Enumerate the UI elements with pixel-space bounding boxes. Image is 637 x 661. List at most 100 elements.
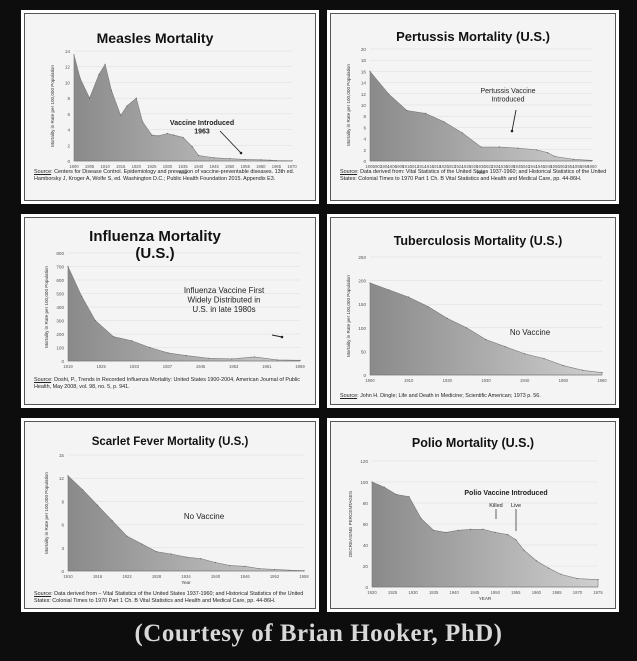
- data-point: [185, 355, 187, 357]
- chart-source: Source: Doshi, P., Trends in Recorded In…: [34, 377, 308, 392]
- y-tick-label: 600: [56, 278, 64, 283]
- data-point: [173, 134, 175, 136]
- y-tick-label: 8: [67, 96, 70, 101]
- data-point: [73, 54, 75, 56]
- data-point: [461, 132, 464, 134]
- x-tick-label: 1920: [439, 164, 449, 169]
- x-tick-label: 1906: [388, 164, 398, 169]
- chart-source: Source: John H. Dingle; Life and Death i…: [340, 393, 608, 400]
- data-point: [141, 543, 143, 545]
- data-point: [155, 551, 158, 553]
- chart-source: Source: Data derived from – Vital Statis…: [34, 591, 308, 606]
- chart-source: Source: Centers for Disease Control. Epi…: [34, 169, 308, 184]
- x-tick-label: 1955: [241, 164, 251, 169]
- data-point: [88, 97, 91, 99]
- data-point: [408, 296, 410, 298]
- x-tick-label: 1902: [373, 164, 383, 169]
- x-tick-label: 1960: [587, 164, 597, 169]
- x-tick-label: 1925: [96, 364, 106, 369]
- data-point: [120, 114, 122, 117]
- data-point: [126, 105, 128, 107]
- data-point: [126, 535, 128, 537]
- data-point: [96, 504, 99, 506]
- x-tick-label: 1955: [511, 590, 521, 595]
- y-tick-label: 200: [56, 332, 64, 337]
- x-tick-label: 1915: [116, 164, 126, 169]
- y-tick-label: 0: [363, 373, 366, 378]
- chart-svg-tuberculosis: 0 50 100 150 200 250 1900 1910 1920 1930 1940 1950 1…: [346, 255, 607, 383]
- x-tick-label: 1950: [225, 164, 235, 169]
- data-point: [582, 369, 584, 371]
- source-label: Source: [340, 393, 358, 399]
- x-tick-label: 1928: [152, 574, 162, 579]
- y-tick-label: 14: [361, 81, 367, 86]
- data-point: [547, 152, 549, 154]
- y-tick-label: 0: [67, 159, 70, 164]
- y-tick-label: 20: [361, 47, 367, 52]
- x-tick-label: 1930: [163, 164, 173, 169]
- chart-title-line-1: Influenza Mortality: [89, 228, 221, 245]
- data-point: [457, 529, 459, 531]
- annotation-text: U.S. in late 1980s: [192, 305, 255, 314]
- x-tick-label: 1954: [565, 164, 575, 169]
- data-point: [244, 565, 246, 567]
- y-tick-label: 9: [61, 499, 64, 504]
- x-tick-label: 1965: [552, 590, 562, 595]
- data-point: [151, 134, 153, 136]
- x-tick-label: 1950: [559, 378, 569, 383]
- x-axis-label: YEAR: [479, 596, 492, 601]
- data-point: [185, 556, 187, 558]
- x-tick-label: 1945: [196, 364, 206, 369]
- data-point: [229, 564, 231, 567]
- x-tick-label: 1920: [132, 164, 142, 169]
- x-tick-label: 1946: [536, 164, 546, 169]
- data-point: [82, 489, 84, 491]
- annotation-text: 1963: [194, 129, 210, 136]
- x-tick-label: 1936: [499, 164, 509, 169]
- y-tick-label: 6: [363, 125, 366, 130]
- data-area: [67, 266, 301, 362]
- x-tick-label: 1937: [163, 364, 173, 369]
- chart-svg-scarlet: 0 3 6 9 12 15 1910 1916 1922 1928 1934 1940 1946 1952…: [44, 453, 309, 585]
- y-tick-label: 18: [361, 58, 367, 63]
- data-point: [383, 486, 385, 488]
- x-tick-label: 1942: [521, 164, 531, 169]
- x-tick-label: 1912: [410, 164, 420, 169]
- data-point: [167, 352, 169, 354]
- data-point: [214, 561, 217, 564]
- x-tick-label: 1944: [528, 164, 538, 169]
- y-tick-label: 0: [61, 359, 64, 364]
- data-point: [494, 531, 496, 533]
- data-point: [504, 346, 506, 348]
- x-tick-label: 1961: [262, 364, 272, 369]
- chart-svg-influenza: 0 100 200 300 400 500 600 700 800 1919 1925 1933 193…: [44, 251, 305, 369]
- x-tick-label: 1924: [454, 164, 464, 169]
- y-tick-label: 40: [363, 543, 369, 548]
- x-tick-label: 1950: [491, 590, 501, 595]
- y-tick-label: 700: [56, 265, 64, 270]
- x-tick-label: 1920: [367, 590, 377, 595]
- data-point: [260, 159, 262, 161]
- data-point: [597, 579, 599, 581]
- y-tick-label: 300: [56, 319, 64, 324]
- x-tick-label: 1905: [85, 164, 95, 169]
- annotation-text: Introduced: [491, 97, 524, 104]
- data-point: [94, 319, 96, 322]
- data-point: [427, 305, 429, 308]
- x-tick-label: 1904: [380, 164, 390, 169]
- data-point: [601, 372, 603, 374]
- data-point: [480, 146, 482, 148]
- annotation-arrow: [219, 130, 242, 154]
- chart-panel-pertussis: 0 2 4 6 8 10 12 14 16 18 20 1900 1902 1904 1906 1908 191…: [327, 10, 619, 204]
- chart-source: Source: Data derived from: Vital Statist…: [340, 169, 608, 184]
- annotation-text: Pertussis Vaccine: [480, 88, 535, 95]
- data-point: [273, 568, 276, 571]
- data-point: [253, 356, 256, 358]
- x-tick-label: 1958: [580, 164, 590, 169]
- y-tick-label: 3: [61, 546, 64, 551]
- y-tick-label: 6: [61, 523, 64, 528]
- data-point: [562, 364, 564, 367]
- y-axis-label: Mortality in Rate per 100,000 Population: [44, 266, 49, 348]
- x-tick-label: 1940: [520, 378, 530, 383]
- chart-panel-scarlet: 0 3 6 9 12 15 1910 1916 1922 1928 1934 1940 1946 1952…: [21, 418, 319, 612]
